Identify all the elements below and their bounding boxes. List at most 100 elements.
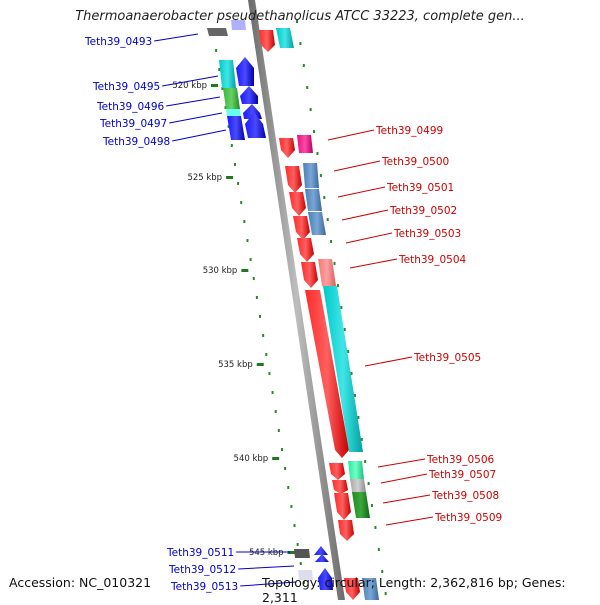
tick-dot xyxy=(323,196,326,199)
tick-dot xyxy=(309,108,312,111)
label-connector xyxy=(380,473,428,484)
tick-dot xyxy=(262,334,265,337)
scale-tick xyxy=(256,363,264,366)
gene-block xyxy=(323,286,363,452)
tick-dot xyxy=(353,394,356,397)
inner-tick-dots xyxy=(212,30,305,584)
scale-label: 525 kbp xyxy=(187,173,222,183)
tick-dot xyxy=(364,460,367,463)
gene-arrow xyxy=(279,138,295,158)
outer-tick-dots xyxy=(296,20,387,595)
gene-block xyxy=(226,109,241,116)
tick-dot xyxy=(343,328,346,331)
label-connector xyxy=(238,565,295,570)
gene-arrow xyxy=(289,192,306,216)
scale-label: 520 kbp xyxy=(172,81,207,91)
label-connector xyxy=(337,186,386,198)
gene-label[interactable]: Teth39_0502 xyxy=(389,205,457,217)
gene-label[interactable]: Teth39_0509 xyxy=(434,512,502,524)
scale-tick xyxy=(211,84,218,87)
gene-label[interactable]: Teth39_0513 xyxy=(170,581,238,593)
gene-arrow xyxy=(329,463,345,480)
map-title: Thermoanaerobacter pseudethanolicus ATCC… xyxy=(75,9,525,24)
tick-dot xyxy=(293,524,296,527)
gene-arrow xyxy=(338,520,354,541)
tick-dot xyxy=(233,163,236,166)
scale-tick xyxy=(272,457,280,460)
gene-block xyxy=(298,570,313,580)
gene-label[interactable]: Teth39_0498 xyxy=(102,136,170,148)
gene-label[interactable]: Teth39_0495 xyxy=(92,81,160,93)
label-connector xyxy=(162,75,219,87)
tick-dot xyxy=(255,296,258,299)
tick-dot xyxy=(290,505,293,508)
tick-dot xyxy=(265,353,268,356)
gene-arrow xyxy=(332,480,348,494)
label-connector xyxy=(385,516,434,526)
label-connector xyxy=(169,112,223,124)
gene-arrow xyxy=(344,578,360,600)
right-gene-labels: Teth39_0499 Teth39_0500 Teth39_0501 Teth39_… xyxy=(327,125,502,526)
tick-dot xyxy=(296,543,299,546)
scale-tick xyxy=(287,551,295,554)
tick-dot xyxy=(333,262,336,265)
tick-dot xyxy=(299,562,302,565)
tick-dot xyxy=(374,526,377,529)
tick-dot xyxy=(218,68,221,71)
left-gene-labels: Teth39_0493 Teth39_0495 Teth39_0496 Teth39_… xyxy=(84,33,297,593)
gene-label[interactable]: Teth39_0511 xyxy=(166,547,234,559)
tick-dot xyxy=(326,218,329,221)
tick-dot xyxy=(227,125,230,128)
gene-label[interactable]: Teth39_0504 xyxy=(398,254,467,266)
gene-block xyxy=(223,88,240,109)
tick-dot xyxy=(215,49,218,52)
gene-label[interactable]: Teth39_0500 xyxy=(381,156,449,168)
tick-dot xyxy=(302,64,305,67)
gene-label[interactable]: Teth39_0506 xyxy=(426,454,495,466)
tick-dot xyxy=(381,570,384,573)
gene-block xyxy=(297,135,313,153)
tick-dot xyxy=(277,429,280,432)
tick-dot xyxy=(367,482,370,485)
gene-block xyxy=(350,479,366,492)
label-connector xyxy=(341,209,389,221)
tick-dot xyxy=(302,581,305,584)
gene-label[interactable]: Teth39_0508 xyxy=(431,490,499,502)
gene-label[interactable]: Teth39_0503 xyxy=(393,228,461,240)
gene-arrow xyxy=(240,86,258,104)
label-connector xyxy=(345,232,393,244)
tick-dot xyxy=(240,201,243,204)
gene-arrow xyxy=(293,216,310,240)
tick-dot xyxy=(336,284,339,287)
gene-label[interactable]: Teth39_0497 xyxy=(99,118,167,130)
gene-label[interactable]: Teth39_0493 xyxy=(84,36,152,48)
gene-block xyxy=(294,549,310,558)
tick-dot xyxy=(330,240,333,243)
tick-dot xyxy=(246,239,249,242)
gene-label[interactable]: Teth39_0496 xyxy=(96,101,165,113)
tick-dot xyxy=(299,42,302,45)
gene-label[interactable]: Teth39_0501 xyxy=(386,182,454,194)
tick-dot xyxy=(371,504,374,507)
gene-arrow xyxy=(314,546,328,555)
label-connector xyxy=(382,494,431,504)
accession-text: Accession: NC_010321 xyxy=(9,575,152,590)
scale-label: 545 kbp xyxy=(249,548,284,558)
gene-block xyxy=(305,189,322,211)
tick-dot xyxy=(347,350,350,353)
tick-dot xyxy=(340,306,343,309)
tick-dot xyxy=(357,416,360,419)
gene-label[interactable]: Teth39_0499 xyxy=(375,125,443,137)
gene-block xyxy=(303,163,319,188)
gene-label[interactable]: Teth39_0507 xyxy=(428,469,496,481)
gene-block xyxy=(352,492,370,518)
gene-label[interactable]: Teth39_0512 xyxy=(168,564,236,576)
genome-backbone xyxy=(248,0,345,600)
gene-block xyxy=(219,60,236,88)
gene-label[interactable]: Teth39_0505 xyxy=(413,352,481,364)
tick-dot xyxy=(274,410,277,413)
scale-label: 535 kbp xyxy=(218,360,253,370)
gene-block xyxy=(362,578,379,600)
gene-block xyxy=(227,116,245,140)
